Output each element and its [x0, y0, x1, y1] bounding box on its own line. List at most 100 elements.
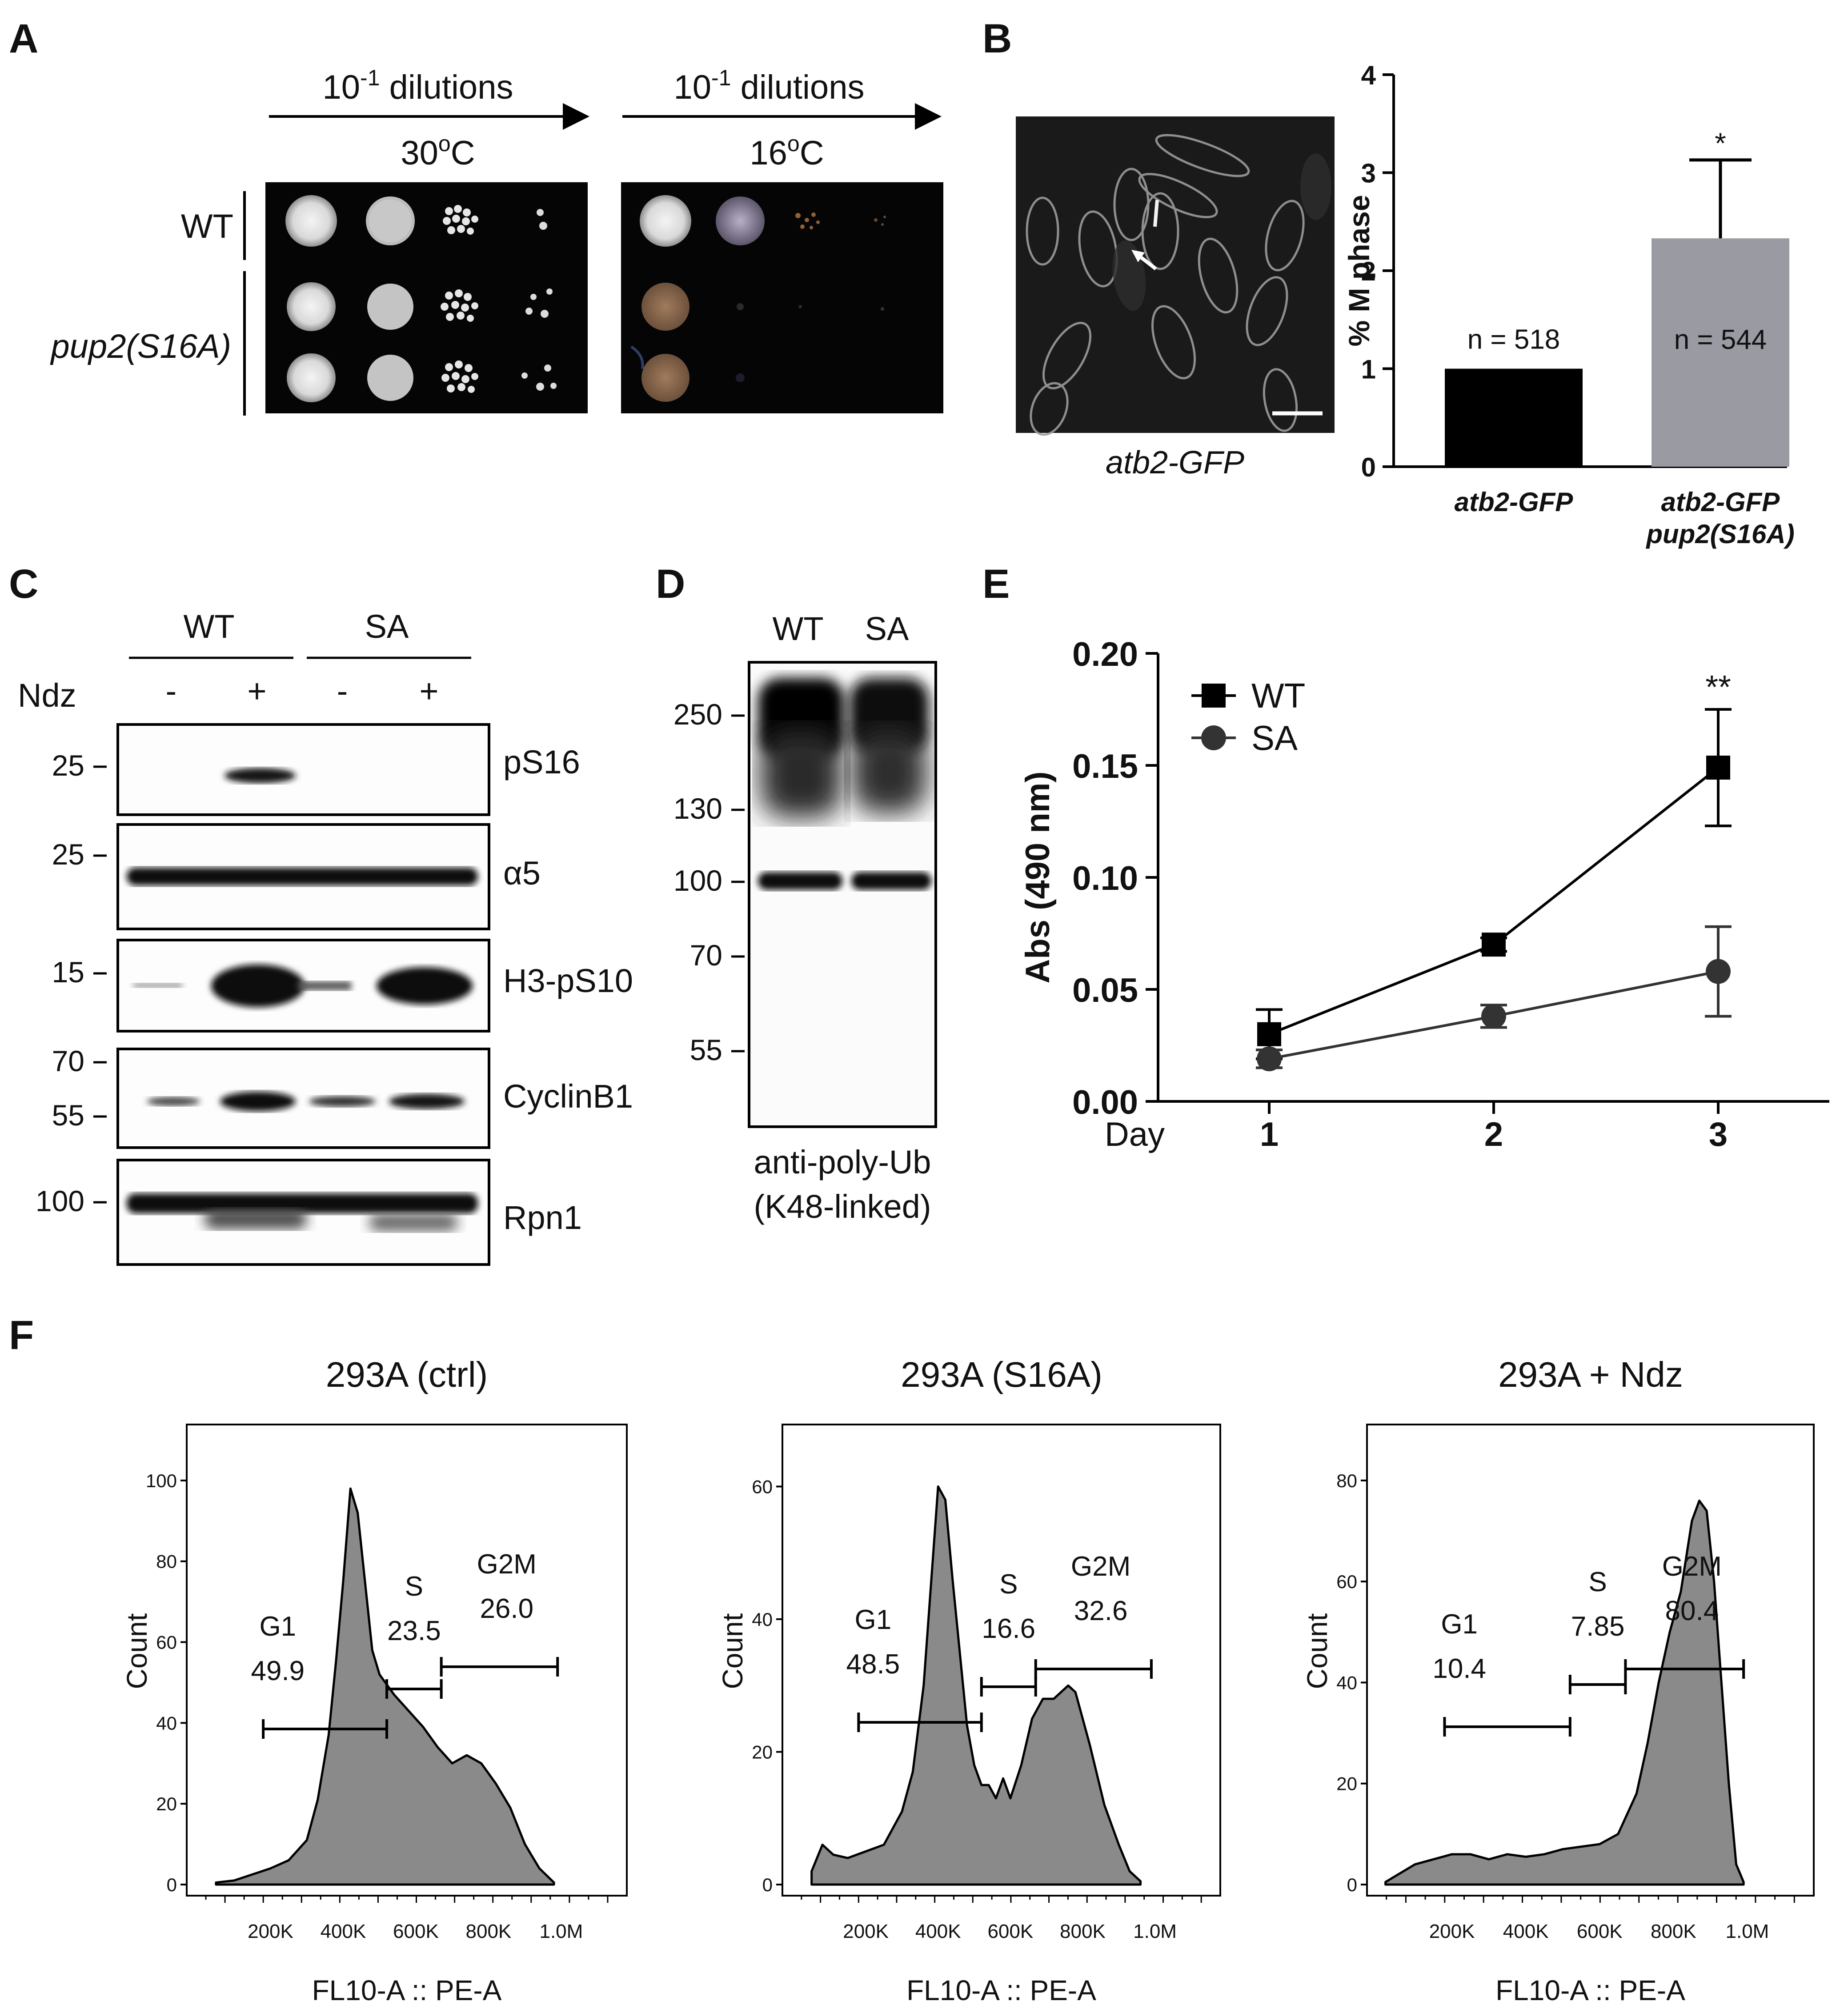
gate-value: 48.5: [846, 1649, 900, 1680]
y-tick-label: 60: [156, 1632, 177, 1653]
marker-70: 70: [690, 939, 722, 972]
legend-marker: [1201, 725, 1226, 750]
y-tick-label: 40: [752, 1609, 773, 1630]
blot-label-rpn1: Rpn1: [503, 1199, 582, 1236]
strain-label-wt: WT: [181, 208, 233, 245]
significance-label: *: [1715, 127, 1726, 160]
flow-title: 293A + Ndz: [1498, 1355, 1683, 1394]
y-axis-label: Count: [717, 1613, 749, 1689]
data-point: [1257, 1046, 1282, 1072]
panel-letter-a: A: [9, 16, 38, 61]
gate-label: G2M: [1662, 1551, 1722, 1582]
gate-value: 16.6: [982, 1613, 1035, 1644]
x-tick-label: 600K: [393, 1921, 439, 1942]
marker-cyclinb1-70: 70: [52, 1045, 84, 1077]
colonies-30c: [285, 195, 557, 402]
blot-label-h3ps10: H3-pS10: [503, 962, 633, 999]
treatment-2: +: [247, 672, 266, 709]
lane-label-sa: SA: [865, 610, 909, 647]
gate-label: G2M: [1071, 1551, 1130, 1582]
y-tick-label: 60: [752, 1476, 773, 1497]
x-tick-label: 200K: [248, 1921, 293, 1942]
blot-ps16: [116, 723, 490, 816]
y-tick-label: 0.00: [1072, 1084, 1138, 1121]
y-tick-label: 0.20: [1072, 636, 1138, 673]
panel-letter-d: D: [656, 561, 685, 607]
x-tick-label: 1.0M: [539, 1921, 583, 1942]
flow-chart: 293A (ctrl) 0 20 40 60 80 100 200K 400K 600K 800K 1…: [121, 1355, 628, 2006]
gate-value: 7.85: [1571, 1611, 1625, 1642]
panel-c: WT SA Ndz - + - + pS16 25 α5 25 H3-pS10 …: [18, 608, 633, 1266]
panel-a: 10-1 dilutions 30oC 10-1 dilutions 16oC …: [50, 65, 943, 416]
y-tick-label: 80: [156, 1551, 177, 1572]
polyub-caption-2: (K48-linked): [754, 1188, 931, 1225]
legend-label: WT: [1251, 676, 1305, 715]
significance-label: **: [1705, 668, 1731, 705]
x-tick-label: 200K: [843, 1921, 889, 1942]
gate-value: 10.4: [1432, 1653, 1486, 1684]
marker-55: 55: [690, 1033, 722, 1066]
gate-value: 26.0: [480, 1593, 533, 1624]
data-point: [1481, 1004, 1506, 1029]
abs-line-chart: 0.00 0.05 0.10 0.15 0.20 1 2 3 Day Abs (490 nm) WT…: [1019, 636, 1829, 1153]
y-tick-label: 0: [167, 1874, 177, 1895]
colonies-16c: [630, 195, 886, 402]
bar: [1652, 238, 1789, 467]
blot-label-cyclinb1: CyclinB1: [503, 1078, 633, 1115]
gate-label: S: [1588, 1567, 1607, 1597]
x-axis-label: FL10-A :: PE-A: [1495, 1974, 1685, 2006]
flow-title: 293A (ctrl): [326, 1355, 488, 1394]
micrograph-caption: atb2-GFP: [1106, 445, 1244, 480]
y-tick-label: 40: [1336, 1672, 1357, 1693]
x-axis-label: Day: [1105, 1116, 1165, 1153]
y-tick-label: 80: [1336, 1470, 1357, 1491]
dilution-label-right: 10-1 dilutions: [674, 65, 865, 106]
y-tick-label: 0: [1347, 1874, 1357, 1895]
y-tick-label: 0.15: [1072, 748, 1138, 785]
flow-cytometry-charts: 293A (ctrl) 0 20 40 60 80 100 200K 400K 600K 800K 1…: [121, 1355, 1815, 2006]
dilution-label-left: 10-1 dilutions: [323, 65, 513, 106]
gate-label: S: [999, 1569, 1018, 1600]
legend-label: SA: [1251, 718, 1298, 757]
x-tick-label: pup2(S16A): [1645, 519, 1794, 549]
x-tick-label: 1: [1260, 1116, 1279, 1153]
strain-label-mut: pup2(S16A): [50, 328, 231, 365]
gate-label: G1: [1441, 1609, 1478, 1640]
gate-value: 32.6: [1074, 1596, 1128, 1626]
treatment-label: Ndz: [18, 677, 76, 714]
group-label-wt: WT: [183, 608, 234, 645]
blot-label-alpha5: α5: [503, 855, 541, 892]
x-tick-label: 400K: [915, 1921, 961, 1942]
gate-value: 23.5: [387, 1616, 441, 1646]
data-point: [1706, 756, 1730, 780]
x-tick-label: 800K: [466, 1921, 512, 1942]
bar: [1445, 368, 1583, 467]
blot-label-ps16: pS16: [503, 744, 580, 780]
flow-chart: 293A + Ndz 0 20 40 60 80 200K 400K 600K 800K 1.0M F…: [1301, 1355, 1815, 2006]
y-tick-label: 0: [1361, 452, 1376, 482]
panel-letter-c: C: [9, 561, 38, 607]
panel-letter-b: B: [982, 16, 1012, 61]
y-tick-label: 0.10: [1072, 860, 1138, 897]
y-tick-label: 20: [752, 1741, 773, 1762]
y-tick-label: 60: [1336, 1571, 1357, 1592]
treatment-4: +: [419, 672, 438, 709]
marker-alpha5-25: 25: [52, 838, 84, 871]
y-tick-label: 20: [156, 1793, 177, 1814]
y-tick-label: 3: [1361, 159, 1376, 188]
gate-label: G1: [259, 1611, 296, 1642]
data-point: [1706, 959, 1731, 984]
panel-letter-e: E: [982, 561, 1010, 607]
marker-100: 100: [673, 864, 722, 897]
y-tick-label: 40: [156, 1713, 177, 1733]
data-point: [1482, 932, 1506, 957]
x-tick-label: 2: [1484, 1116, 1503, 1153]
x-tick-label: 600K: [1577, 1921, 1623, 1942]
x-axis-label: FL10-A :: PE-A: [906, 1974, 1096, 2006]
plot-frame: [1366, 1424, 1815, 1897]
gate-value: 49.9: [251, 1656, 305, 1686]
marker-250: 250: [673, 698, 722, 731]
gate-label: S: [405, 1571, 423, 1602]
micrograph-cells: [1026, 134, 1331, 436]
